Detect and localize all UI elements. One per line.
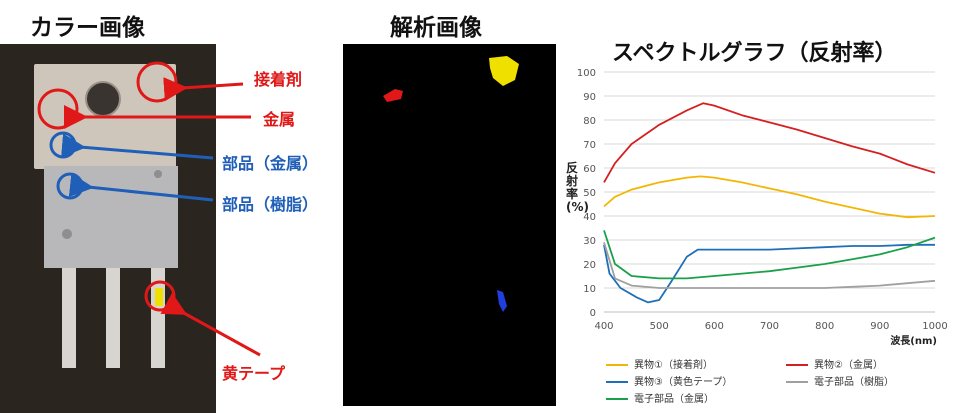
x-tick-label: 1000 — [922, 321, 947, 332]
analysis-mask — [383, 56, 519, 312]
color-image-title: カラー画像 — [30, 15, 145, 41]
y-tick-label: 20 — [583, 260, 596, 271]
series-line-4 — [603, 242, 936, 289]
legend-item: 電子部品（樹脂） — [786, 373, 894, 388]
legend-item: 電子部品（金属） — [606, 390, 714, 405]
y-tick-label: 30 — [583, 236, 596, 247]
analysis-image-title: 解析画像 — [390, 15, 482, 41]
adhesive-arrow — [163, 77, 244, 102]
legend-item: 異物①（接着剤） — [606, 356, 713, 371]
chart-legend: 異物①（接着剤） 異物②（金属） 異物③（黄色テープ） 電子部品（樹脂） 電子部品（金属… — [606, 356, 956, 408]
legend-label: 異物②（金属） — [814, 360, 883, 371]
x-tick-label: 900 — [870, 321, 889, 332]
label-yellow-tape: 黄テープ — [222, 364, 286, 383]
legend-swatch — [606, 364, 628, 366]
legend-item: 異物②（金属） — [786, 356, 883, 371]
x-tick-label: 500 — [650, 321, 669, 332]
y-tick-label: 60 — [583, 164, 596, 175]
legend-swatch — [606, 398, 628, 400]
legend-swatch — [606, 381, 628, 383]
x-tick-label: 400 — [594, 321, 613, 332]
spectrum-chart: 0 10 20 30 40 50 60 70 80 90 100 400 500 600 700 800 900… — [577, 68, 948, 347]
analysis-image — [343, 44, 556, 406]
legend-label: 異物①（接着剤） — [634, 360, 713, 371]
y-tick-label: 100 — [577, 68, 596, 79]
lead-1 — [62, 268, 76, 368]
yellow-tape-region — [497, 290, 507, 312]
y-tick-label: 10 — [583, 284, 596, 295]
series-line-2 — [603, 102, 936, 183]
y-tick-label: 0 — [590, 308, 596, 319]
legend-item: 異物③（黄色テープ） — [606, 373, 732, 388]
label-part-resin: 部品（樹脂） — [222, 195, 319, 214]
y-axis-label: 反射率(%) — [566, 161, 589, 214]
series-line-1 — [603, 175, 936, 219]
x-tick-label: 700 — [760, 321, 779, 332]
legend-label: 異物③（黄色テープ） — [634, 377, 733, 388]
y-tick-label: 80 — [583, 116, 596, 127]
part-resin-arrow — [68, 173, 214, 202]
label-adhesive: 接着剤 — [254, 70, 303, 89]
legend-swatch — [786, 364, 808, 366]
y-tick-label: 40 — [583, 212, 596, 223]
chart-title: スペクトルグラフ（反射率） — [612, 41, 897, 66]
metal-region — [383, 89, 403, 102]
series-line-3 — [603, 243, 935, 304]
series-line-5 — [603, 230, 936, 280]
yellow-tape-arrow — [160, 292, 261, 357]
x-tick-label: 800 — [815, 321, 834, 332]
yellow-tape-spot — [155, 288, 163, 306]
legend-label: 電子部品（金属） — [634, 394, 714, 405]
part-metal-arrow — [61, 133, 214, 160]
y-tick-label: 50 — [583, 188, 596, 199]
y-tick-label: 90 — [583, 92, 596, 103]
x-axis-label: 波長(nm) — [890, 334, 937, 347]
annotation-arrows — [61, 77, 261, 357]
legend-swatch — [786, 381, 808, 383]
y-tick-label: 70 — [583, 140, 596, 151]
lead-2 — [106, 268, 120, 368]
legend-label: 電子部品（樹脂） — [814, 377, 894, 388]
label-part-metal: 部品（金属） — [222, 154, 319, 173]
label-metal: 金属 — [263, 110, 296, 129]
adhesive-region — [489, 56, 519, 86]
x-tick-label: 600 — [705, 321, 724, 332]
resin-body — [44, 166, 178, 268]
